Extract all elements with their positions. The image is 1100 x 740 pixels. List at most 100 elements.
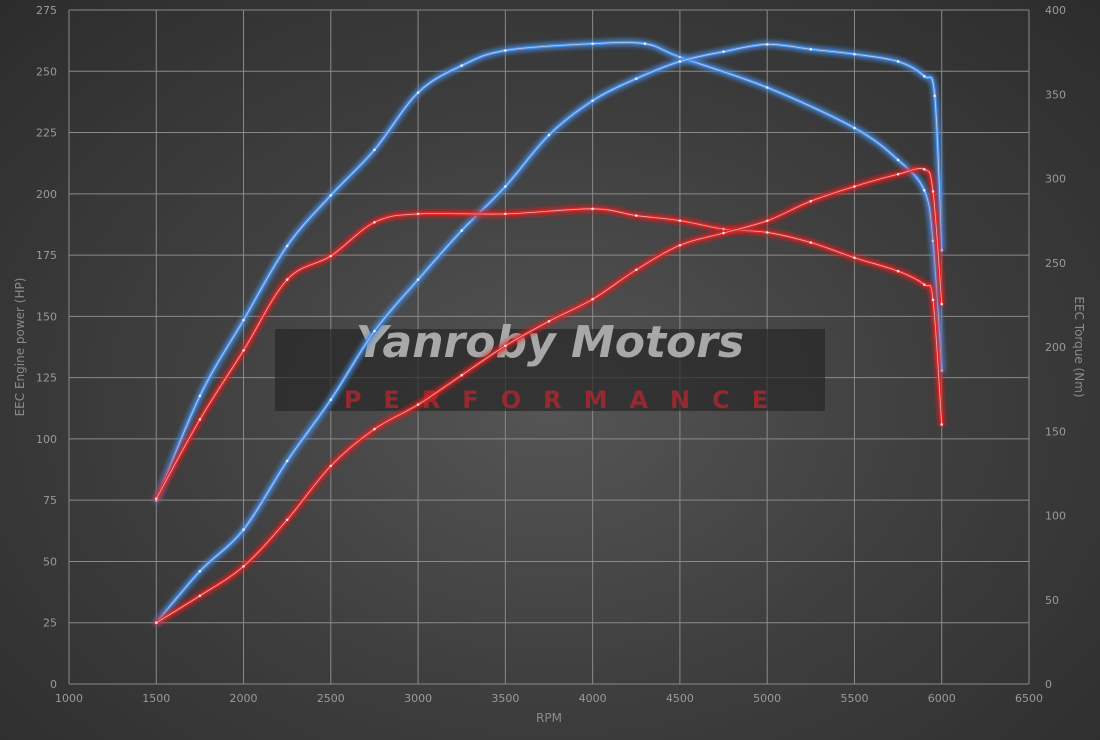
data-point	[940, 302, 944, 306]
x-tick-label: 4500	[666, 692, 694, 705]
data-point	[198, 394, 202, 398]
data-point	[416, 91, 420, 94]
data-point	[460, 64, 464, 67]
data-point	[547, 133, 551, 137]
y-tick-label: 0	[50, 678, 57, 691]
data-point	[460, 229, 464, 232]
x-tick-label: 2500	[317, 692, 345, 705]
data-point	[940, 248, 944, 252]
data-point	[809, 241, 813, 244]
y-tick-label: 200	[36, 188, 57, 201]
x-tick-label: 4000	[579, 692, 607, 705]
data-point	[765, 219, 769, 223]
x-tick-label: 1000	[55, 692, 83, 705]
data-point	[765, 86, 769, 89]
data-point	[853, 52, 856, 56]
y-tick-label: 175	[36, 249, 57, 262]
data-point	[931, 239, 935, 243]
x-tick-label: 1500	[142, 692, 170, 705]
y-tick-label: 25	[43, 617, 57, 630]
data-point	[722, 231, 725, 235]
y2-tick-label: 100	[1045, 510, 1066, 523]
x-tick-label: 3000	[404, 692, 432, 705]
data-point	[154, 621, 158, 625]
data-point	[373, 427, 376, 431]
series-core-2	[155, 208, 943, 499]
data-point	[329, 464, 333, 468]
data-point	[198, 594, 202, 598]
series-layer	[154, 40, 944, 625]
data-point	[416, 212, 420, 216]
data-point	[809, 47, 813, 51]
data-point	[853, 126, 856, 130]
data-point	[922, 168, 926, 171]
data-point	[931, 298, 935, 302]
data-point	[922, 188, 926, 192]
data-point	[896, 158, 900, 162]
data-point	[285, 459, 289, 463]
x-tick-label: 6500	[1015, 692, 1043, 705]
data-point	[940, 369, 944, 372]
data-point	[460, 373, 464, 377]
data-point	[678, 219, 682, 222]
data-point	[933, 94, 937, 98]
data-point	[504, 49, 507, 52]
data-point	[504, 185, 507, 188]
data-point	[678, 243, 682, 247]
data-point	[591, 99, 594, 102]
data-point	[504, 212, 507, 216]
y-tick-label: 125	[36, 372, 57, 385]
x-axis-label: RPM	[536, 711, 562, 725]
data-point	[591, 297, 594, 301]
data-point	[373, 221, 376, 224]
data-point	[896, 269, 900, 273]
data-point	[896, 60, 900, 63]
data-point	[242, 318, 245, 322]
data-point	[285, 518, 289, 522]
data-point	[634, 214, 638, 217]
data-point	[591, 42, 594, 45]
y2-tick-label: 400	[1045, 4, 1066, 17]
data-point	[678, 55, 682, 59]
axis-ticks: 1000 1500 2000 2500 3000 3500 4000 4500 5000 5500…	[36, 4, 1066, 705]
data-point	[634, 77, 638, 80]
y-tick-label: 150	[36, 310, 57, 323]
data-point	[329, 254, 333, 258]
y-tick-label: 275	[36, 4, 57, 17]
data-point	[853, 256, 856, 259]
data-point	[285, 244, 289, 248]
data-point	[722, 50, 725, 53]
data-point	[809, 199, 813, 203]
y2-tick-label: 250	[1045, 257, 1066, 270]
series-line-0	[154, 40, 944, 502]
y2-tick-label: 50	[1045, 594, 1059, 607]
watermark-subtitle: PERFORMANCE	[344, 386, 790, 414]
y2-tick-label: 0	[1045, 678, 1052, 691]
data-point	[678, 60, 682, 63]
data-point	[198, 569, 202, 573]
x-tick-label: 5500	[840, 692, 868, 705]
data-point	[634, 268, 638, 272]
data-point	[416, 278, 420, 281]
y-tick-label: 100	[36, 433, 57, 446]
x-tick-label: 6000	[928, 692, 956, 705]
data-point	[922, 74, 926, 78]
x-tick-label: 2000	[230, 692, 258, 705]
y-tick-label: 75	[43, 494, 57, 507]
data-point	[765, 231, 769, 234]
data-point	[329, 398, 333, 401]
data-point	[504, 344, 507, 348]
y-tick-label: 50	[43, 555, 57, 568]
y-axis-label: EEC Engine power (HP)	[13, 278, 27, 417]
data-point	[242, 528, 245, 531]
data-point	[643, 42, 647, 45]
data-point	[198, 418, 202, 421]
data-point	[285, 278, 289, 281]
data-point	[922, 283, 926, 286]
data-point	[896, 172, 900, 176]
data-point	[765, 43, 769, 46]
data-point	[931, 190, 935, 193]
y2-axis-label: EEC Torque (Nm)	[1072, 296, 1086, 397]
data-point	[242, 565, 245, 568]
